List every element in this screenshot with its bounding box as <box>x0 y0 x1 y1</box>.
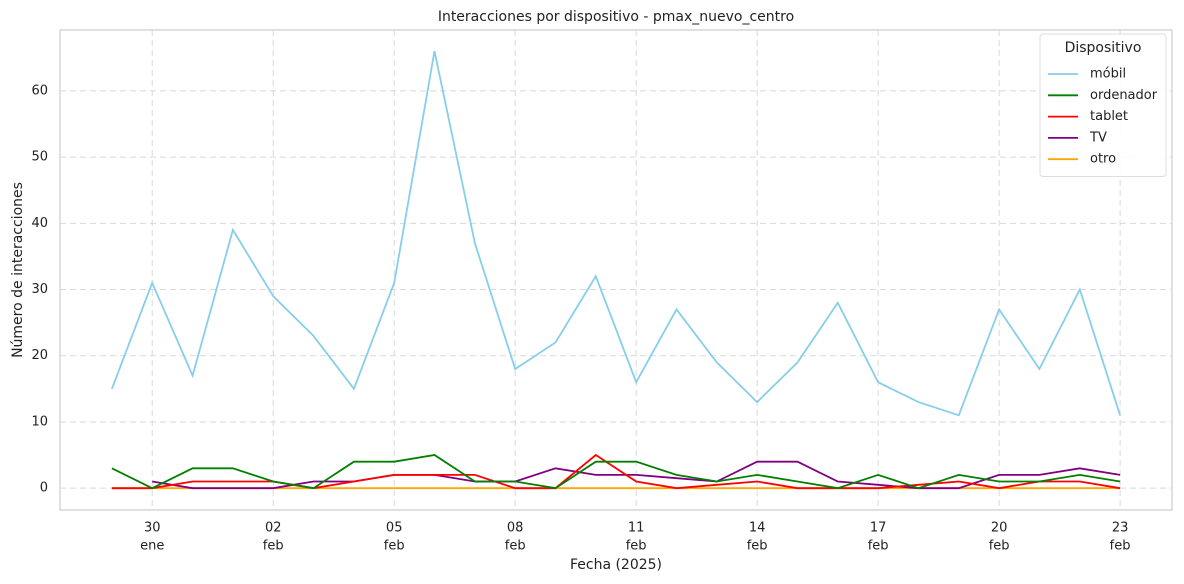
x-tick-label: feb <box>1110 539 1131 554</box>
series-line <box>111 51 1121 417</box>
x-tick-label: 05 <box>386 521 403 536</box>
x-axis-label: Fecha (2025) <box>570 557 662 573</box>
y-tick-label: 20 <box>31 348 48 363</box>
x-tick-label: feb <box>384 539 405 554</box>
series-line <box>152 460 1121 490</box>
legend: Dispositivo móbil ordenador tablet TV otro <box>1039 33 1167 177</box>
x-tick-label: 23 <box>1112 521 1129 536</box>
lines <box>111 51 1121 490</box>
y-axis-label: Número de interacciones <box>10 182 26 358</box>
x-tick-label: feb <box>989 539 1010 554</box>
x-tick-label: ene <box>140 539 164 554</box>
x-tick-label: feb <box>747 539 768 554</box>
y-tick-label: 50 <box>31 150 48 165</box>
x-tick-label: 02 <box>265 521 282 536</box>
x-tick-label: 08 <box>507 521 524 536</box>
series-line <box>111 453 1121 490</box>
y-tick-label: 40 <box>31 216 48 231</box>
x-tick-label: 30 <box>144 521 161 536</box>
plot-area <box>59 29 1173 511</box>
legend-label: TV <box>1089 130 1107 145</box>
series-line <box>111 454 1121 490</box>
x-tick-label: 14 <box>749 521 766 536</box>
x-tick-label: feb <box>868 539 889 554</box>
legend-box <box>1039 33 1167 177</box>
x-tick-label: 20 <box>991 521 1008 536</box>
x-tick-label: feb <box>505 539 526 554</box>
x-tick-label: 17 <box>870 521 887 536</box>
y-tick-label: 30 <box>31 282 48 297</box>
legend-title: Dispositivo <box>1065 40 1142 56</box>
y-tick-label: 10 <box>31 414 48 429</box>
grid <box>60 30 1172 510</box>
x-tick-label: feb <box>263 539 284 554</box>
legend-label: tablet <box>1090 109 1128 124</box>
x-tick-label: 11 <box>628 521 645 536</box>
legend-label: ordenador <box>1090 88 1158 103</box>
legend-label: móbil <box>1090 67 1126 82</box>
y-tick-label: 60 <box>31 83 48 98</box>
y-tick-label: 0 <box>40 481 48 496</box>
x-tick-label: feb <box>626 539 647 554</box>
chart-title: Interacciones por dispositivo - pmax_nue… <box>438 9 794 25</box>
legend-label: otro <box>1090 152 1116 167</box>
